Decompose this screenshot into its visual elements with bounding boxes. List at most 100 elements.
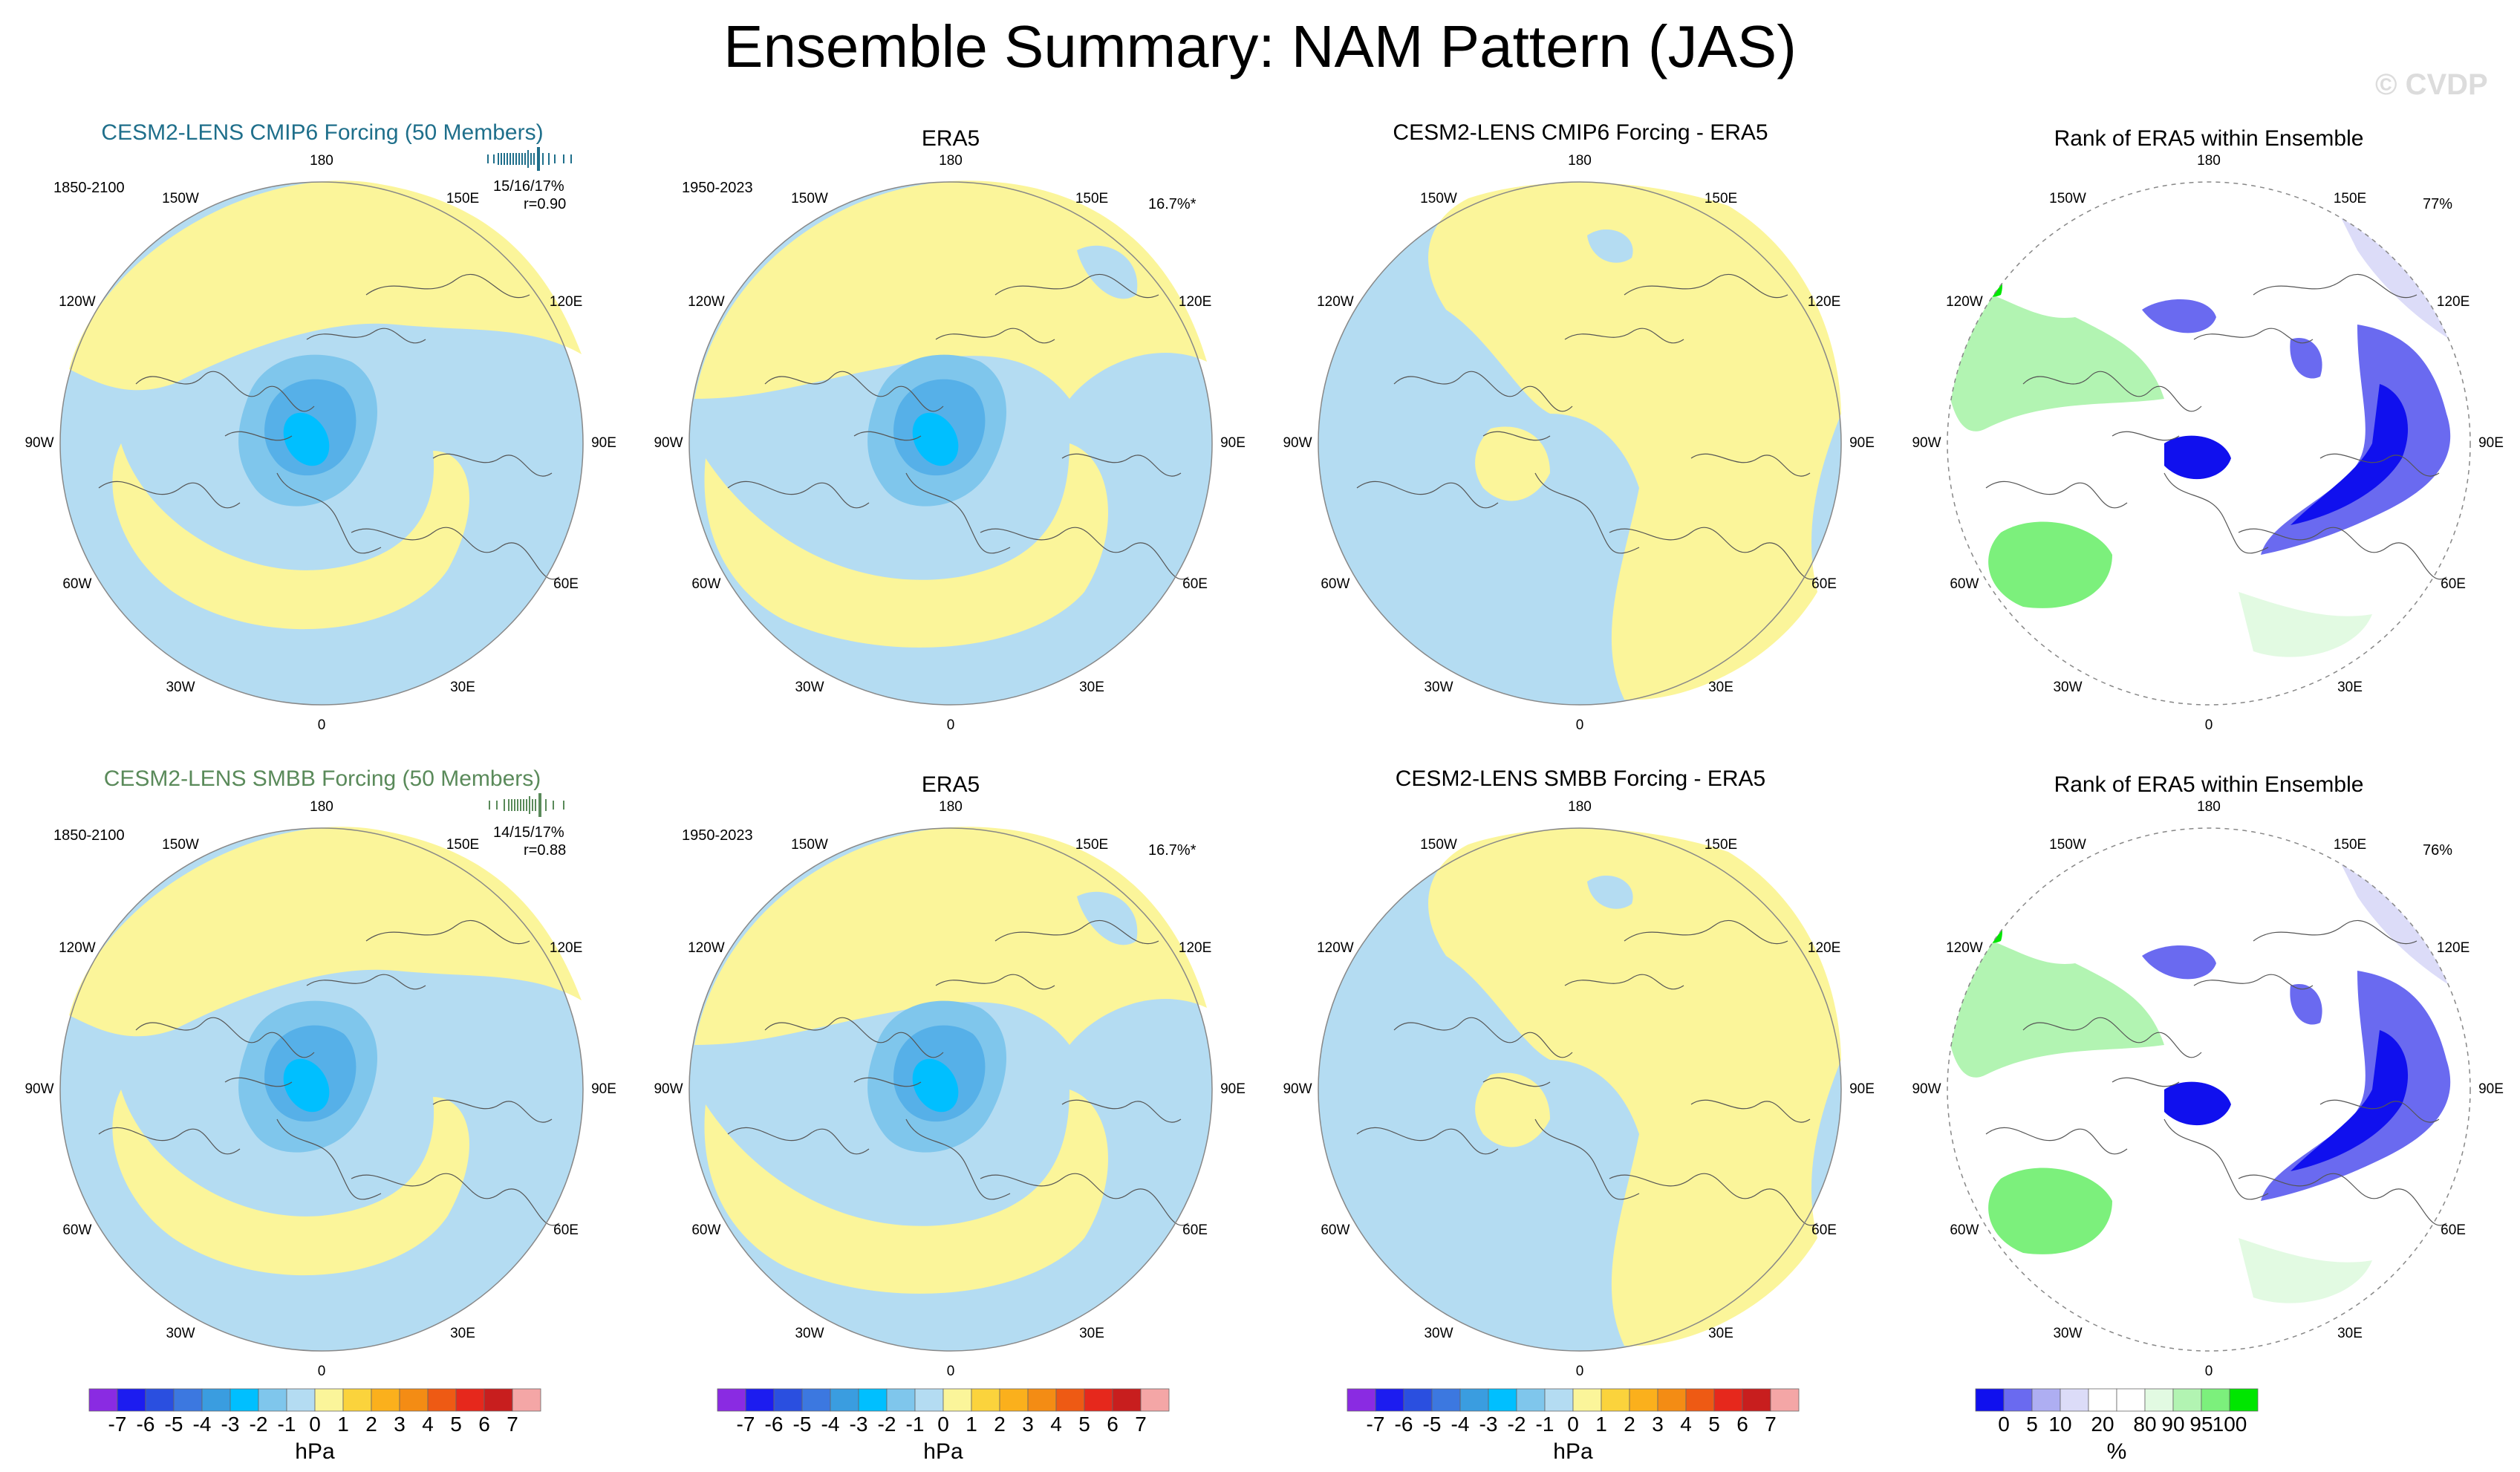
colorbar-rank: 0 5 10 20 80 90 95 100% [1974, 1387, 2259, 1464]
longitude-label: 30E [1708, 680, 1733, 696]
longitude-label: 30W [1424, 1326, 1453, 1342]
map-panel-1-model [54, 176, 589, 711]
coastline [905, 472, 1011, 554]
panel-title-rank-1: Rank of ERA5 within Ensemble [2054, 126, 2364, 151]
longitude-label: 150E [1075, 836, 1109, 853]
colorbar-tick-label: 1 [337, 1413, 349, 1436]
rank-region [2261, 971, 2451, 1201]
longitude-label: 180 [310, 799, 333, 815]
map-boundary [688, 181, 1213, 706]
colorbar-swatch [1975, 1388, 2005, 1412]
map-panel-2-diff [1312, 822, 1847, 1357]
pattern-pct-label: 16.7%* [1148, 196, 1196, 212]
coastline [1609, 1173, 1818, 1226]
longitude-label: 120W [1317, 294, 1354, 310]
colorbar-swatch [2201, 1388, 2230, 1412]
map-panel-2-obs [683, 822, 1218, 1357]
colorbar-tick-label: -4 [192, 1413, 212, 1436]
map-panel-1-diff [1312, 176, 1847, 711]
longitude-label: 150W [1420, 190, 1457, 206]
colorbar-tick-label: -7 [108, 1413, 127, 1436]
colorbar-tick-label: 7 [507, 1413, 518, 1436]
coastline [2253, 273, 2418, 299]
colorbar-unit: hPa [923, 1439, 963, 1464]
colorbar-swatch [88, 1388, 118, 1412]
longitude-label: 180 [2197, 799, 2221, 815]
pattern-corr-label: r=0.90 [524, 196, 567, 212]
panel-title-diff-1: CESM2-LENS CMIP6 Forcing - ERA5 [1393, 120, 1768, 145]
page-title: Ensemble Summary: NAM Pattern (JAS) [723, 13, 1797, 79]
colorbar-swatch [229, 1388, 259, 1412]
colorbar-tick-label: 100 [2212, 1413, 2247, 1436]
positive-anomaly-region [69, 180, 582, 391]
panel-title-rank-2: Rank of ERA5 within Ensemble [2054, 772, 2364, 797]
coastline [365, 919, 530, 945]
pattern-minimum [912, 1058, 959, 1113]
longitude-label: 30W [1424, 680, 1453, 696]
period-label: 1850-2100 [53, 180, 125, 196]
coastline [306, 974, 426, 990]
colorbar-swatch [1629, 1388, 1658, 1412]
colorbar-tick-label: -3 [221, 1413, 240, 1436]
longitude-label: 120W [1946, 294, 1983, 310]
longitude-label: 150E [1075, 190, 1109, 206]
longitude-label: 90W [1283, 1081, 1312, 1097]
longitude-label: 150E [1704, 190, 1738, 206]
longitude-label: 150E [446, 836, 480, 853]
longitude-label: 150W [162, 190, 199, 206]
colorbar-tick-label: -2 [1507, 1413, 1526, 1436]
colorbar-swatch [173, 1388, 203, 1412]
colorbar-swatch [886, 1388, 916, 1412]
colorbar-tick-label: 6 [1107, 1413, 1119, 1436]
pattern-pct-label: 14/15/17% [493, 824, 564, 841]
colorbar-tick-label: 4 [1680, 1413, 1692, 1436]
longitude-label: 30W [795, 1326, 824, 1342]
coastline [432, 1099, 553, 1123]
colorbar-tick-label: 7 [1765, 1413, 1777, 1436]
colorbar-tick-label: -4 [821, 1413, 840, 1436]
longitude-label: 90E [1220, 1081, 1246, 1097]
colorbar-swatch [971, 1388, 1000, 1412]
colorbar-tick-label: 10 [2048, 1413, 2072, 1436]
period-label: 1950-2023 [682, 180, 753, 196]
colorbar-swatch [314, 1388, 344, 1412]
rank-region [1947, 289, 2164, 431]
colorbar-swatch [830, 1388, 859, 1412]
coastline [994, 919, 1159, 945]
colorbar-hpa: -7 -6 -5 -4 -3 -2 -1 0 1 2 3 4 5 6 7 hPa [716, 1387, 1171, 1464]
map-boundary [1947, 827, 2471, 1352]
longitude-label: 60E [1182, 1222, 1208, 1238]
colorbar-tick-label: -1 [1535, 1413, 1554, 1436]
longitude-label: 120E [2436, 294, 2470, 310]
colorbar-tick-label: -7 [1366, 1413, 1385, 1436]
colorbar-swatch [1459, 1388, 1489, 1412]
map-panel-1-rank [1941, 176, 2476, 711]
longitude-label: 120W [1946, 940, 1983, 956]
colorbar-tick-label: 90 [2161, 1413, 2185, 1436]
longitude-label: 30E [450, 680, 475, 696]
longitude-label: 60W [691, 1222, 721, 1238]
rank-region [2291, 384, 2409, 525]
colorbar-tick-label: 5 [1708, 1413, 1720, 1436]
colorbar-tick-label: 2 [994, 1413, 1006, 1436]
coastline [764, 371, 944, 412]
colorbar-swatch [2088, 1388, 2117, 1412]
longitude-label: 30W [2053, 680, 2083, 696]
positive-anomaly-region [694, 827, 1207, 1045]
coastline [727, 481, 870, 509]
colorbar-swatch [1516, 1388, 1546, 1412]
colorbar-tick-label: 6 [1736, 1413, 1748, 1436]
coastline [2319, 453, 2440, 477]
colorbar-swatch [773, 1388, 803, 1412]
coastline [2193, 974, 2314, 990]
colorbar-tick-label: -6 [764, 1413, 784, 1436]
coastline [764, 1017, 944, 1058]
coastline [1624, 273, 1788, 299]
coastline [2319, 1099, 2440, 1123]
colorbar-tick-label: 3 [394, 1413, 406, 1436]
colorbar-tick-label: 5 [450, 1413, 462, 1436]
colorbar-swatch [1488, 1388, 1517, 1412]
longitude-label: 90W [25, 1081, 54, 1097]
rank-region [2142, 945, 2216, 980]
longitude-label: 120W [688, 294, 725, 310]
